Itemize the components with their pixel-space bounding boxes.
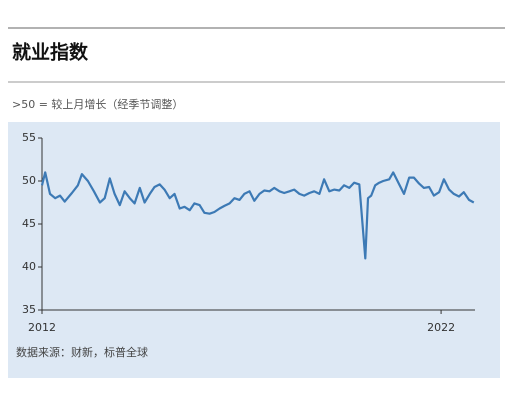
x-tick-label: 2012 [28,321,56,334]
chart-title: 就业指数 [12,41,89,64]
y-tick-label: 45 [22,217,36,230]
y-tick-label: 50 [22,174,36,187]
y-tick-label: 40 [22,260,36,273]
x-tick-label: 2022 [427,321,455,334]
subtitle: >50 = 较上月增长（经季节调整） [12,97,183,111]
panel [8,122,500,378]
y-tick-label: 35 [22,303,36,316]
y-tick-label: 55 [22,131,36,144]
data-line [40,171,475,260]
source: 数据来源：财新，标普全球 [16,345,148,359]
